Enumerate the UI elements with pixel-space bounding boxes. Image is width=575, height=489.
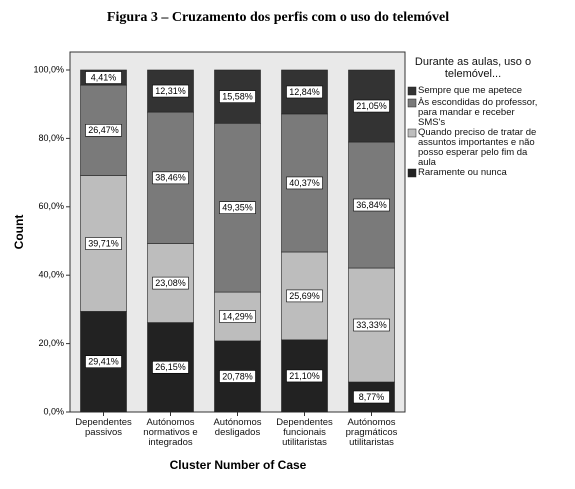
value-label-box: [152, 360, 189, 374]
value-label: 21,10%: [289, 371, 320, 381]
value-label: 21,05%: [356, 101, 387, 111]
x-tick-label: Dependentes funcionais utilitaristas: [276, 417, 333, 448]
legend-label: Raramente ou nunca: [418, 167, 507, 178]
value-label: 4,41%: [91, 72, 117, 82]
value-label: 14,29%: [222, 311, 253, 321]
value-label: 29,41%: [88, 357, 119, 367]
value-label-box: [85, 71, 122, 84]
value-label-box: [353, 318, 390, 332]
value-label-box: [286, 369, 323, 383]
value-label-box: [219, 201, 256, 214]
legend-swatch: [407, 86, 417, 96]
y-tick-label: 0,0%: [43, 406, 64, 416]
value-label: 39,71%: [88, 238, 119, 248]
y-axis-label: Count: [12, 215, 26, 250]
value-label-box: [219, 90, 256, 103]
legend-label: Sempre que me apetece: [418, 85, 523, 96]
value-label: 38,46%: [155, 173, 186, 183]
legend-title: Durante as aulas, uso o telemóvel...: [414, 56, 532, 80]
chart-title: Figura 3 – Cruzamento dos perfis com o u…: [107, 10, 449, 25]
legend-label: Quando preciso de tratar de assuntos imp…: [418, 127, 537, 168]
value-label: 12,31%: [155, 86, 186, 96]
value-label-box: [219, 310, 256, 323]
value-label-box: [219, 370, 256, 383]
legend-swatch: [407, 168, 417, 178]
legend-swatch: [407, 98, 417, 108]
x-tick-label: Autónomos normativos e integrados: [143, 417, 198, 448]
value-label: 49,35%: [222, 203, 253, 213]
value-label: 40,37%: [289, 178, 320, 188]
y-tick-label: 100,0%: [33, 64, 64, 74]
value-label-box: [152, 171, 189, 185]
value-label: 20,78%: [222, 371, 253, 381]
y-tick-label: 60,0%: [38, 201, 64, 211]
value-label-box: [85, 124, 122, 137]
legend-swatch: [407, 128, 417, 138]
value-label-box: [353, 99, 390, 113]
value-label: 15,58%: [222, 92, 253, 102]
value-label-box: [353, 198, 390, 212]
x-tick-label: Autónomos desligados: [213, 417, 262, 438]
value-label-box: [286, 176, 323, 190]
value-label: 33,33%: [356, 320, 387, 330]
y-tick-label: 40,0%: [38, 270, 64, 280]
value-label: 12,84%: [289, 87, 320, 97]
x-tick-label: Autónomos pragmáticos utilitaristas: [345, 417, 398, 448]
value-label-box: [286, 289, 323, 303]
y-tick-label: 20,0%: [38, 338, 64, 348]
value-label: 26,47%: [88, 125, 119, 135]
value-label: 8,77%: [359, 392, 385, 402]
value-label: 23,08%: [155, 278, 186, 288]
value-label: 25,69%: [289, 291, 320, 301]
value-label-box: [152, 84, 189, 98]
value-label-box: [85, 355, 122, 369]
x-tick-label: Dependentes passivos: [75, 417, 132, 438]
value-label-box: [286, 85, 323, 99]
legend-label: Às escondidas do professor, para mandar …: [418, 97, 538, 128]
value-label: 26,15%: [155, 362, 186, 372]
value-label: 36,84%: [356, 200, 387, 210]
value-label-box: [152, 276, 189, 290]
y-tick-label: 80,0%: [38, 133, 64, 143]
value-label-box: [85, 237, 122, 250]
x-axis-label: Cluster Number of Case: [170, 458, 307, 472]
value-label-box: [353, 390, 390, 404]
